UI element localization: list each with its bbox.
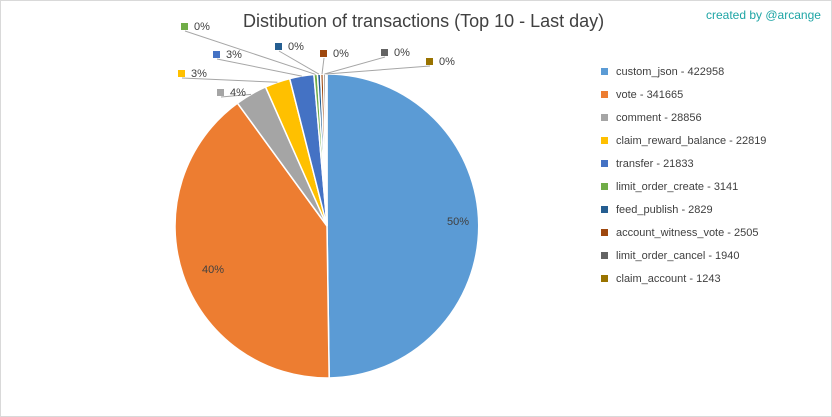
legend-swatch <box>601 206 608 213</box>
legend-label: account_witness_vote - 2505 <box>616 226 759 239</box>
legend-swatch <box>601 183 608 190</box>
data-labels: 50% 40% 4% 3% 3% 0% 0% 0% 0% 0% <box>178 21 469 276</box>
legend-label: comment - 28856 <box>616 111 702 124</box>
label-key-swatch <box>426 58 433 65</box>
legend-item-transfer: transfer - 21833 <box>601 152 766 175</box>
legend: custom_json - 422958 vote - 341665 comment… <box>601 60 766 290</box>
label-key-swatch <box>181 23 188 30</box>
legend-item-vote: vote - 341665 <box>601 83 766 106</box>
legend-item-claim-reward-balance: claim_reward_balance - 22819 <box>601 129 766 152</box>
data-label-comment: 4% <box>230 87 246 99</box>
data-label-limit-order-create: 0% <box>194 21 210 33</box>
label-key-swatch <box>213 51 220 58</box>
leader-line <box>326 65 431 75</box>
legend-label: feed_publish - 2829 <box>616 203 713 216</box>
label-key-swatch <box>217 89 224 96</box>
legend-item-custom-json: custom_json - 422958 <box>601 60 766 83</box>
data-label-transfer: 3% <box>226 49 242 61</box>
legend-item-account-witness-vote: account_witness_vote - 2505 <box>601 221 766 244</box>
chart-title: Distibution of transactions (Top 10 - La… <box>243 11 605 31</box>
credit-text: created by @arcange <box>706 8 821 22</box>
legend-swatch <box>601 252 608 259</box>
label-key-swatch <box>178 70 185 77</box>
legend-label: limit_order_cancel - 1940 <box>616 249 740 262</box>
legend-swatch <box>601 91 608 98</box>
legend-label: limit_order_create - 3141 <box>616 180 739 193</box>
pie-slice-vote <box>174 102 330 379</box>
legend-swatch <box>601 160 608 167</box>
legend-item-comment: comment - 28856 <box>601 106 766 129</box>
label-key-swatch <box>320 50 327 57</box>
data-label-custom-json: 50% <box>447 216 469 228</box>
leader-line <box>278 50 320 75</box>
leader-line <box>181 77 278 83</box>
legend-swatch <box>601 229 608 236</box>
legend-label: claim_account - 1243 <box>616 272 721 285</box>
legend-swatch <box>601 137 608 144</box>
label-key-swatch <box>275 43 282 50</box>
leader-line <box>216 58 302 77</box>
leader-line <box>321 57 325 75</box>
pie-slices <box>174 73 480 379</box>
leader-line <box>324 56 386 75</box>
legend-item-limit-order-cancel: limit_order_cancel - 1940 <box>601 244 766 267</box>
data-label-claim-account: 0% <box>439 56 455 68</box>
legend-label: claim_reward_balance - 22819 <box>616 134 767 147</box>
data-label-vote: 40% <box>202 264 224 276</box>
pie-slice-custom-json <box>326 73 480 379</box>
legend-item-claim-account: claim_account - 1243 <box>601 267 766 290</box>
legend-item-feed-publish: feed_publish - 2829 <box>601 198 766 221</box>
data-label-account-witness-vote: 0% <box>333 48 349 60</box>
leader-line <box>184 30 316 75</box>
leader-lines <box>181 30 431 98</box>
data-label-claim-reward-balance: 3% <box>191 68 207 80</box>
leader-line <box>220 93 252 98</box>
legend-label: vote - 341665 <box>616 88 684 101</box>
data-label-feed-publish: 0% <box>288 41 304 53</box>
legend-swatch <box>601 275 608 282</box>
data-label-limit-order-cancel: 0% <box>394 47 410 59</box>
legend-label: custom_json - 422958 <box>616 65 725 78</box>
legend-swatch <box>601 114 608 121</box>
legend-item-limit-order-create: limit_order_create - 3141 <box>601 175 766 198</box>
label-key-swatch <box>381 49 388 56</box>
legend-swatch <box>601 68 608 75</box>
legend-label: transfer - 21833 <box>616 157 694 170</box>
